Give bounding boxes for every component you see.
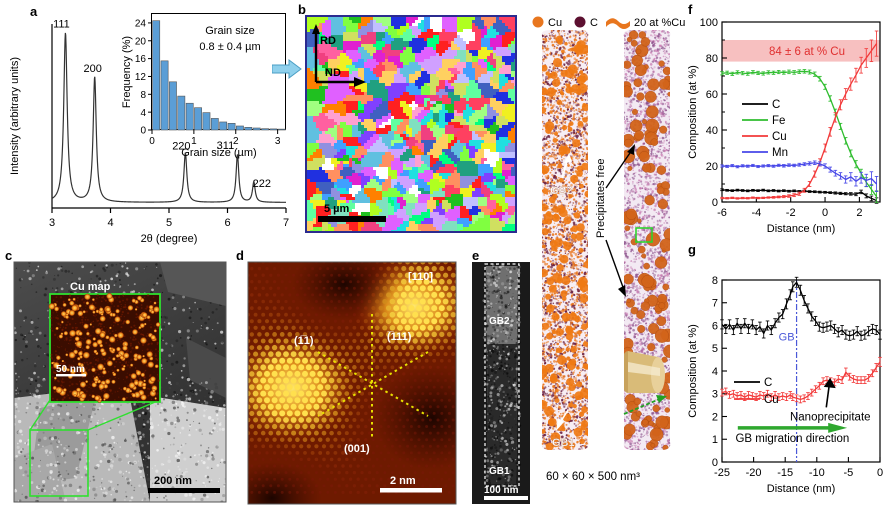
- cu-dot-icon: [532, 16, 544, 28]
- svg-text:Grain size: Grain size: [205, 25, 255, 37]
- roi-green-box: [635, 227, 653, 243]
- svg-text:0: 0: [140, 126, 146, 137]
- legend-cu-label: Cu: [548, 17, 562, 29]
- svg-text:0: 0: [149, 136, 155, 147]
- svg-text:3: 3: [49, 217, 55, 229]
- svg-text:111: 111: [53, 19, 70, 31]
- cumap-scalebar-label: 50 nm: [56, 364, 85, 375]
- panel-b-label: b: [298, 2, 306, 17]
- rd-nd-axes: RD ND: [312, 24, 366, 87]
- scalebar-d-label: 2 nm: [390, 475, 416, 487]
- plane-label-3: (001): [344, 443, 370, 455]
- apt-tip-right: [623, 30, 671, 450]
- cumap-title: Cu map: [70, 281, 111, 293]
- isosurface-blob-icon: [606, 18, 630, 29]
- gb2-pointer-left: GB2: [550, 153, 573, 197]
- apt-recon-svg: Cu C 20 at %Cu: [532, 16, 685, 483]
- panel-g-label: g: [688, 242, 696, 257]
- plane-direction-lines: [317, 314, 429, 438]
- plane-label-2: (̅111): [387, 331, 412, 343]
- legend-iso-label: 20 at %Cu: [634, 17, 685, 29]
- panel-d-haadf: d: [232, 248, 464, 510]
- scalebar-b: [318, 216, 386, 222]
- panel-g-profile: g 0 1 2 3 4 5 6 7 8 -25 -20 -15 -10 -5 0 Distance (nm) C…: [684, 242, 886, 510]
- apt-volume-caption: 60 × 60 × 500 nm³: [546, 471, 640, 483]
- svg-text:2θ (degree): 2θ (degree): [141, 233, 198, 245]
- panel-f-label: f: [688, 2, 693, 17]
- scalebar-e-label: 100 nm: [484, 485, 519, 496]
- svg-text:Grain size (µm): Grain size (µm): [181, 147, 256, 159]
- gb2-label-e: GB2: [489, 316, 510, 327]
- plane-label-1: (1̅1): [294, 335, 314, 347]
- panel-c-label: c: [5, 248, 13, 263]
- svg-text:6: 6: [224, 217, 230, 229]
- gb2-label-apt: GB2: [550, 185, 573, 197]
- axis-nd-label: ND: [325, 67, 341, 79]
- ebsd-map: RD ND 5 µm: [305, 15, 517, 233]
- precipitates-free-label: Precipitates free: [595, 159, 607, 238]
- cylinder-direction-arrow: [623, 395, 667, 415]
- svg-text:Frequency (%): Frequency (%): [121, 36, 133, 108]
- arrow-a-to-b: [272, 59, 302, 79]
- svg-text:222: 222: [253, 178, 271, 190]
- c-dot-icon: [574, 16, 586, 28]
- svg-text:200: 200: [84, 63, 102, 75]
- svg-text:2: 2: [233, 136, 239, 147]
- haadf-image: (1̅1) (̅111) (001) [110] 2 nm: [247, 261, 457, 505]
- panel-f-profile: f 0 20 40 60 80 100 -6 -4 -2 0 2 Distance (nm) Compo…: [684, 0, 886, 250]
- apt-tip-sem: GB2 GB1 100 nm: [472, 262, 530, 504]
- panel-d-label: d: [236, 248, 244, 263]
- scalebar-b-label: 5 µm: [324, 203, 350, 215]
- svg-text:5: 5: [166, 217, 172, 229]
- cylinder-roi: [623, 351, 665, 393]
- apt-legend: Cu C 20 at %Cu: [532, 16, 685, 29]
- panel-a-xrd: a 3 4 5 6 7 2θ (degree) Intensity (arbitrary u…: [0, 0, 292, 248]
- precipitates-free-annotation: Precipitates free: [595, 144, 635, 297]
- svg-text:3: 3: [275, 136, 281, 147]
- svg-text:4: 4: [140, 108, 146, 119]
- svg-text:1: 1: [191, 136, 197, 147]
- apt-tip-left: [541, 30, 589, 450]
- gb1-pointer-left: GB1: [552, 409, 575, 449]
- legend-c-label: C: [590, 17, 598, 29]
- svg-text:12: 12: [135, 72, 147, 83]
- apt-reconstruction-group: Cu C 20 at %Cu: [528, 0, 688, 510]
- scalebar-c-label: 200 nm: [154, 475, 192, 487]
- xrd-plot: 3 4 5 6 7 2θ (degree) Intensity (arbitrary uni…: [9, 13, 289, 245]
- svg-text:7: 7: [283, 217, 289, 229]
- svg-text:311: 311: [217, 140, 235, 152]
- svg-text:8: 8: [140, 90, 146, 101]
- panel-b-ebsd: b RD ND 5 µm: [292, 0, 524, 248]
- svg-text:4: 4: [107, 217, 113, 229]
- svg-text:Intensity (arbitrary units): Intensity (arbitrary units): [9, 57, 21, 175]
- svg-text:24: 24: [135, 19, 147, 30]
- gb1-label-e: GB1: [489, 466, 510, 477]
- panel-c-tem: c: [0, 248, 232, 510]
- panel-e-label: e: [472, 248, 480, 263]
- axis-rd-label: RD: [320, 35, 336, 47]
- zone-axis-label: [110]: [408, 271, 433, 283]
- gb1-label-apt: GB1: [552, 437, 575, 449]
- panel-a-label: a: [30, 4, 38, 19]
- svg-text:20: 20: [135, 36, 147, 47]
- tem-image: 50 nm Cu map 200 nm: [13, 261, 227, 503]
- svg-text:16: 16: [135, 54, 147, 65]
- svg-text:220: 220: [172, 140, 190, 152]
- svg-text:0.8 ± 0.4 µm: 0.8 ± 0.4 µm: [199, 41, 260, 53]
- panel-e-tip: e GB2 GB1 100 nm: [464, 248, 538, 510]
